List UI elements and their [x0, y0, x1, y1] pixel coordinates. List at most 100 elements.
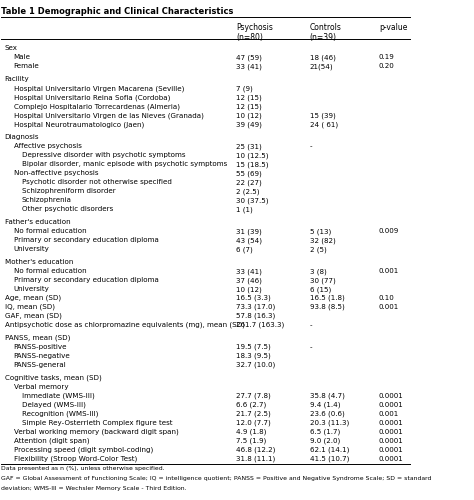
Text: 32.7 (10.0): 32.7 (10.0)	[236, 362, 275, 368]
Text: Other psychotic disorders: Other psychotic disorders	[22, 206, 113, 212]
Text: 6 (7): 6 (7)	[236, 246, 253, 252]
Text: 93.8 (8.5): 93.8 (8.5)	[310, 304, 344, 310]
Text: 16.5 (3.3): 16.5 (3.3)	[236, 295, 271, 302]
Text: 22 (27): 22 (27)	[236, 179, 262, 186]
Text: Depressive disorder with psychotic symptoms: Depressive disorder with psychotic sympt…	[22, 152, 185, 158]
Text: 32 (82): 32 (82)	[310, 237, 335, 244]
Text: 0.0001: 0.0001	[379, 429, 404, 435]
Text: Immediate (WMS-III): Immediate (WMS-III)	[22, 393, 94, 400]
Text: 27.7 (7.8): 27.7 (7.8)	[236, 393, 271, 400]
Text: 18 (46): 18 (46)	[310, 54, 336, 60]
Text: Age, mean (SD): Age, mean (SD)	[5, 295, 61, 302]
Text: IQ, mean (SD): IQ, mean (SD)	[5, 304, 55, 310]
Text: Hospital Universitario Virgen de las Nieves (Granada): Hospital Universitario Virgen de las Nie…	[14, 112, 203, 118]
Text: 15 (18.5): 15 (18.5)	[236, 161, 269, 168]
Text: Verbal working memory (backward digit span): Verbal working memory (backward digit sp…	[14, 429, 178, 436]
Text: -: -	[310, 344, 312, 350]
Text: Hospital Universitario Reina Sofia (Cordoba): Hospital Universitario Reina Sofia (Cord…	[14, 94, 170, 100]
Text: 21(54): 21(54)	[310, 63, 333, 70]
Text: Psychosis
(n=80): Psychosis (n=80)	[236, 23, 273, 42]
Text: 57.8 (16.3): 57.8 (16.3)	[236, 313, 275, 320]
Text: 10 (12): 10 (12)	[236, 112, 262, 118]
Text: Father's education: Father's education	[5, 219, 70, 225]
Text: p-value: p-value	[379, 23, 407, 32]
Text: Recognition (WMS-III): Recognition (WMS-III)	[22, 411, 98, 418]
Text: 37 (46): 37 (46)	[236, 277, 262, 283]
Text: 0.0001: 0.0001	[379, 456, 404, 462]
Text: Affective psychosis: Affective psychosis	[14, 143, 82, 149]
Text: 0.0001: 0.0001	[379, 438, 404, 444]
Text: Delayed (WMS-III): Delayed (WMS-III)	[22, 402, 86, 408]
Text: 62.1 (14.1): 62.1 (14.1)	[310, 447, 349, 454]
Text: 20.3 (11.3): 20.3 (11.3)	[310, 420, 349, 426]
Text: 19.5 (7.5): 19.5 (7.5)	[236, 344, 271, 350]
Text: 4.9 (1.8): 4.9 (1.8)	[236, 429, 266, 436]
Text: Facility: Facility	[5, 76, 29, 82]
Text: 21.7 (2.5): 21.7 (2.5)	[236, 411, 271, 418]
Text: Processing speed (digit symbol-coding): Processing speed (digit symbol-coding)	[14, 447, 153, 454]
Text: 6.6 (2.7): 6.6 (2.7)	[236, 402, 266, 408]
Text: Schizophrenia: Schizophrenia	[22, 197, 72, 203]
Text: Mother's education: Mother's education	[5, 259, 73, 265]
Text: PANSS, mean (SD): PANSS, mean (SD)	[5, 335, 70, 342]
Text: Attention (digit span): Attention (digit span)	[14, 438, 89, 444]
Text: Flexibility (Stroop Word-Color Test): Flexibility (Stroop Word-Color Test)	[14, 456, 137, 462]
Text: -: -	[310, 143, 312, 149]
Text: Verbal memory: Verbal memory	[14, 384, 68, 390]
Text: 10 (12.5): 10 (12.5)	[236, 152, 269, 158]
Text: Hospital Neurotraumatologico (Jaen): Hospital Neurotraumatologico (Jaen)	[14, 121, 144, 128]
Text: PANSS-positive: PANSS-positive	[14, 344, 67, 350]
Text: 30 (77): 30 (77)	[310, 277, 335, 283]
Text: 0.001: 0.001	[379, 411, 399, 417]
Text: 55 (69): 55 (69)	[236, 170, 262, 176]
Text: University: University	[14, 246, 49, 252]
Text: 33 (41): 33 (41)	[236, 63, 262, 70]
Text: Complejo Hospitalario Torrecardenas (Almeria): Complejo Hospitalario Torrecardenas (Alm…	[14, 103, 180, 110]
Text: GAF, mean (SD): GAF, mean (SD)	[5, 313, 62, 320]
Text: 12.0 (7.7): 12.0 (7.7)	[236, 420, 271, 426]
Text: 12 (15): 12 (15)	[236, 94, 262, 100]
Text: 0.001: 0.001	[379, 304, 399, 310]
Text: No formal education: No formal education	[14, 268, 86, 274]
Text: University: University	[14, 286, 49, 292]
Text: Simple Rey-Osterrieth Complex figure test: Simple Rey-Osterrieth Complex figure tes…	[22, 420, 172, 426]
Text: -: -	[310, 322, 312, 328]
Text: 2 (5): 2 (5)	[310, 246, 326, 252]
Text: 0.10: 0.10	[379, 295, 395, 301]
Text: 33 (41): 33 (41)	[236, 268, 262, 274]
Text: 0.20: 0.20	[379, 63, 395, 69]
Text: 18.3 (9.5): 18.3 (9.5)	[236, 353, 271, 360]
Text: 0.001: 0.001	[379, 268, 399, 274]
Text: deviation; WMS-III = Wechsler Memory Scale - Third Edition.: deviation; WMS-III = Wechsler Memory Sca…	[1, 486, 187, 490]
Text: Psychotic disorder not otherwise specified: Psychotic disorder not otherwise specifi…	[22, 179, 172, 185]
Text: 3 (8): 3 (8)	[310, 268, 326, 274]
Text: 30 (37.5): 30 (37.5)	[236, 197, 269, 203]
Text: 25 (31): 25 (31)	[236, 143, 262, 150]
Text: 43 (54): 43 (54)	[236, 237, 262, 244]
Text: GAF = Global Assessment of Functioning Scale; IQ = intelligence quotient; PANSS : GAF = Global Assessment of Functioning S…	[1, 476, 432, 480]
Text: 23.6 (0.6): 23.6 (0.6)	[310, 411, 344, 418]
Text: 35.8 (4.7): 35.8 (4.7)	[310, 393, 345, 400]
Text: 47 (59): 47 (59)	[236, 54, 262, 60]
Text: 31.8 (11.1): 31.8 (11.1)	[236, 456, 275, 462]
Text: Schizophreniform disorder: Schizophreniform disorder	[22, 188, 116, 194]
Text: 6.5 (1.7): 6.5 (1.7)	[310, 429, 340, 436]
Text: Diagnosis: Diagnosis	[5, 134, 39, 140]
Text: 261.7 (163.3): 261.7 (163.3)	[236, 322, 284, 328]
Text: Sex: Sex	[5, 45, 18, 51]
Text: 7 (9): 7 (9)	[236, 85, 253, 91]
Text: Primary or secondary education diploma: Primary or secondary education diploma	[14, 237, 158, 243]
Text: 31 (39): 31 (39)	[236, 228, 262, 234]
Text: 46.8 (12.2): 46.8 (12.2)	[236, 447, 275, 454]
Text: Cognitive tasks, mean (SD): Cognitive tasks, mean (SD)	[5, 375, 101, 382]
Text: Primary or secondary education diploma: Primary or secondary education diploma	[14, 277, 158, 283]
Text: 0.19: 0.19	[379, 54, 395, 60]
Text: 7.5 (1.9): 7.5 (1.9)	[236, 438, 266, 444]
Text: 9.0 (2.0): 9.0 (2.0)	[310, 438, 340, 444]
Text: 10 (12): 10 (12)	[236, 286, 262, 292]
Text: 12 (15): 12 (15)	[236, 103, 262, 110]
Text: 0.0001: 0.0001	[379, 393, 404, 399]
Text: Controls
(n=39): Controls (n=39)	[310, 23, 341, 42]
Text: 16.5 (1.8): 16.5 (1.8)	[310, 295, 344, 302]
Text: Data presented as n (%), unless otherwise specified.: Data presented as n (%), unless otherwis…	[1, 466, 165, 471]
